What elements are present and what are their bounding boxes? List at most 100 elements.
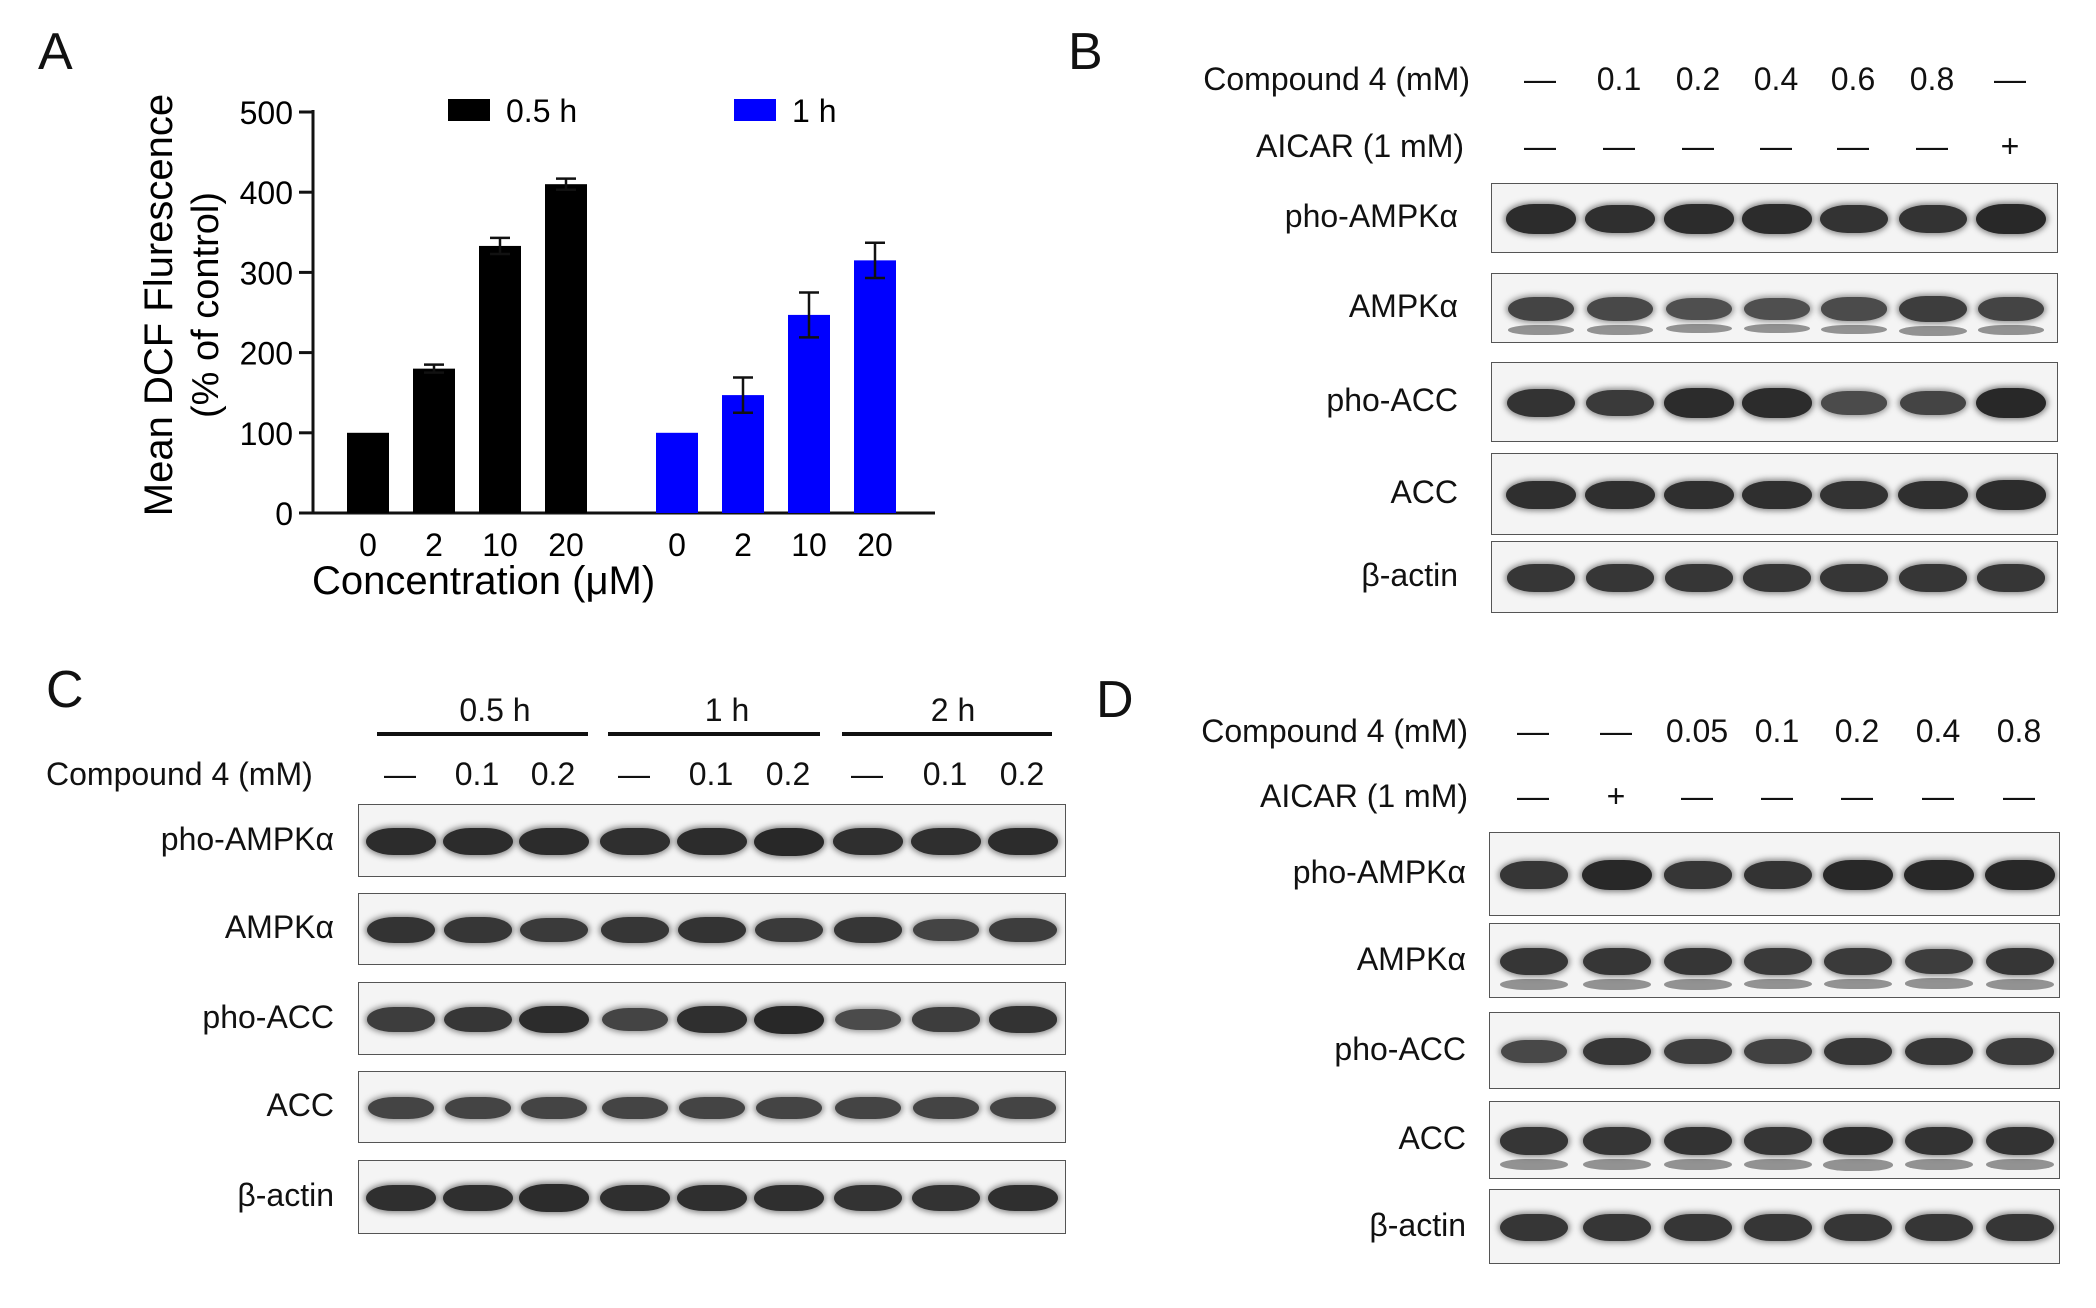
protein-band-secondary bbox=[1499, 979, 1569, 991]
row-label-compound: Compound 4 (mM) bbox=[1201, 713, 1468, 749]
blot-label: pho-ACC bbox=[1326, 382, 1458, 418]
bar bbox=[413, 368, 455, 513]
protein-band bbox=[1821, 297, 1887, 321]
y-axis-label-line1: Mean DCF Flurescence bbox=[137, 94, 181, 516]
protein-band bbox=[443, 1006, 513, 1033]
blot-label: ACC bbox=[266, 1087, 334, 1123]
blot-label: pho-ACC bbox=[1334, 1030, 1466, 1067]
protein-band bbox=[1743, 861, 1813, 889]
bar bbox=[656, 432, 698, 513]
blot-strip bbox=[1489, 923, 2060, 998]
protein-band-secondary bbox=[1744, 324, 1810, 334]
protein-band bbox=[1664, 564, 1734, 592]
protein-band-secondary bbox=[1985, 1158, 2055, 1171]
protein-band bbox=[755, 1096, 823, 1120]
legend-label: 1 h bbox=[792, 93, 836, 129]
protein-band bbox=[1976, 204, 2046, 234]
blot-label: pho-AMPKα bbox=[1284, 198, 1458, 234]
protein-band-secondary bbox=[1507, 325, 1575, 336]
lane-label-aicar: + bbox=[2000, 128, 2020, 164]
protein-band bbox=[1743, 1213, 1813, 1242]
protein-band bbox=[1824, 948, 1892, 975]
time-group-bar bbox=[608, 732, 820, 736]
lane-label-aicar: — bbox=[1517, 778, 1549, 814]
protein-band bbox=[443, 827, 513, 856]
protein-band bbox=[677, 916, 747, 944]
y-tick-label: 500 bbox=[240, 95, 293, 131]
protein-band bbox=[1582, 860, 1652, 890]
protein-band bbox=[1823, 860, 1893, 890]
protein-band bbox=[678, 1096, 746, 1120]
lane-label-aicar: — bbox=[1841, 778, 1873, 814]
lane-label-aicar: — bbox=[1916, 128, 1948, 164]
lane-label-aicar: — bbox=[1760, 128, 1792, 164]
protein-band bbox=[1823, 1126, 1893, 1156]
x-tick-label: 10 bbox=[791, 527, 827, 563]
protein-band bbox=[1507, 296, 1575, 322]
row-label-compound: Compound 4 (mM) bbox=[1203, 61, 1470, 97]
lane-label-compound: 0.2 bbox=[765, 756, 811, 792]
protein-band bbox=[1586, 389, 1654, 417]
protein-band bbox=[833, 917, 903, 943]
lane-label-aicar: — bbox=[1682, 128, 1714, 164]
protein-band bbox=[367, 1096, 435, 1120]
blot-strip bbox=[1489, 1101, 2060, 1179]
protein-band bbox=[1499, 1213, 1569, 1242]
y-tick-label: 0 bbox=[275, 496, 293, 532]
protein-band bbox=[367, 1007, 435, 1032]
y-tick-label: 100 bbox=[240, 416, 293, 452]
lane-label-compound: 0.8 bbox=[1909, 61, 1955, 97]
protein-band bbox=[1744, 1038, 1812, 1065]
blot-label: pho-AMPKα bbox=[160, 820, 334, 857]
protein-band bbox=[1582, 947, 1652, 976]
protein-band bbox=[835, 1008, 901, 1031]
protein-band bbox=[1742, 204, 1812, 234]
blot-strip bbox=[358, 804, 1066, 877]
protein-band-secondary bbox=[1582, 1158, 1652, 1170]
lane-label-compound: 0.05 bbox=[1665, 713, 1729, 749]
protein-band-secondary bbox=[1824, 978, 1892, 990]
bar bbox=[854, 260, 896, 513]
blot-strip bbox=[1491, 183, 2058, 253]
x-tick-label: 0 bbox=[668, 527, 686, 563]
x-tick-label: 20 bbox=[548, 527, 584, 563]
lane-label-aicar: — bbox=[1837, 128, 1869, 164]
chart-bars: 0 2 10 20 0 2 10 20 bbox=[347, 177, 896, 563]
panel-letter-c: C bbox=[46, 661, 84, 719]
chart-legend: 0.5 h 1 h bbox=[448, 93, 836, 129]
protein-band bbox=[988, 1184, 1058, 1212]
protein-band bbox=[1500, 1039, 1568, 1064]
protein-band bbox=[1819, 481, 1889, 509]
blot-strip bbox=[358, 893, 1066, 965]
y-tick-label: 200 bbox=[240, 336, 293, 372]
blot-strip bbox=[1491, 362, 2058, 442]
protein-band bbox=[1664, 388, 1734, 418]
protein-band bbox=[1582, 1037, 1652, 1066]
protein-band bbox=[443, 917, 513, 943]
protein-band bbox=[520, 1096, 588, 1120]
protein-band-secondary bbox=[1666, 324, 1732, 334]
protein-band bbox=[519, 827, 589, 856]
bar bbox=[479, 245, 521, 513]
protein-band bbox=[1976, 388, 2046, 418]
blot-strip bbox=[1489, 1189, 2060, 1264]
protein-band bbox=[444, 1096, 512, 1120]
protein-band bbox=[601, 1096, 669, 1120]
panel-letter-a: A bbox=[38, 23, 73, 81]
protein-band bbox=[912, 1007, 980, 1032]
lane-label-aicar: — bbox=[1922, 778, 1954, 814]
protein-band bbox=[1976, 564, 2046, 592]
protein-band bbox=[912, 918, 980, 942]
protein-band bbox=[911, 828, 981, 855]
lane-label-compound: 0.1 bbox=[1596, 61, 1642, 97]
protein-band bbox=[1506, 564, 1576, 592]
protein-band bbox=[989, 917, 1057, 943]
protein-band-secondary bbox=[1582, 979, 1652, 991]
protein-band bbox=[366, 827, 436, 856]
protein-band bbox=[1582, 1213, 1652, 1242]
protein-band bbox=[601, 1008, 669, 1031]
lane-label-compound: 0.2 bbox=[999, 756, 1045, 792]
legend-swatch bbox=[448, 99, 490, 121]
protein-band bbox=[1985, 947, 2055, 976]
blot-strip bbox=[1491, 541, 2058, 613]
